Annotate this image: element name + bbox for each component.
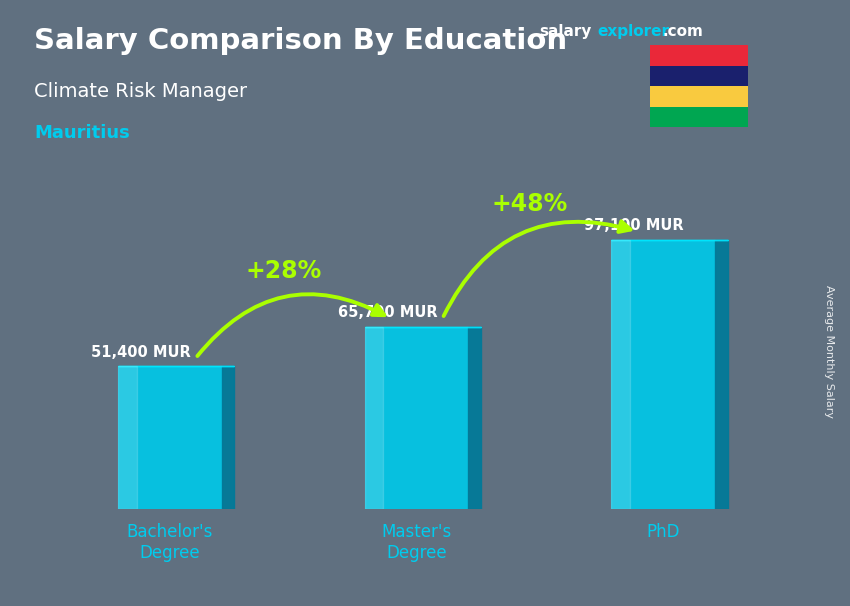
Bar bbox=[118, 367, 222, 509]
Bar bbox=[650, 66, 748, 87]
Text: +28%: +28% bbox=[245, 259, 321, 284]
Polygon shape bbox=[222, 367, 234, 509]
Text: .com: .com bbox=[663, 24, 704, 39]
Bar bbox=[611, 240, 715, 509]
Text: explorer: explorer bbox=[598, 24, 670, 39]
Text: 51,400 MUR: 51,400 MUR bbox=[91, 345, 190, 359]
Bar bbox=[650, 107, 748, 127]
Polygon shape bbox=[118, 367, 137, 509]
Text: +48%: +48% bbox=[492, 191, 568, 216]
Text: 65,700 MUR: 65,700 MUR bbox=[337, 305, 437, 320]
Bar bbox=[650, 45, 748, 66]
Text: Average Monthly Salary: Average Monthly Salary bbox=[824, 285, 834, 418]
Bar bbox=[650, 87, 748, 107]
Polygon shape bbox=[715, 240, 728, 509]
Text: Mauritius: Mauritius bbox=[34, 124, 130, 142]
Text: 97,100 MUR: 97,100 MUR bbox=[585, 218, 684, 233]
Text: Salary Comparison By Education: Salary Comparison By Education bbox=[34, 27, 567, 55]
Polygon shape bbox=[365, 327, 383, 509]
Text: salary: salary bbox=[540, 24, 592, 39]
Polygon shape bbox=[611, 240, 630, 509]
Polygon shape bbox=[468, 327, 481, 509]
Bar bbox=[365, 327, 468, 509]
Text: Climate Risk Manager: Climate Risk Manager bbox=[34, 82, 247, 101]
